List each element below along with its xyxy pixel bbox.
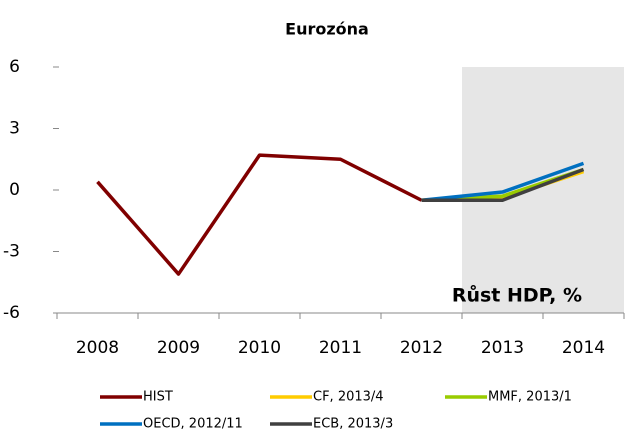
y-tick-label: -3 (3, 242, 20, 262)
series-line (421, 167, 585, 202)
legend-label: CF, 2013/4 (313, 390, 384, 405)
x-tick-label: 2010 (238, 338, 281, 358)
legend-label: HIST (143, 390, 173, 405)
x-tick-label: 2014 (562, 338, 605, 358)
y-tick-label: 3 (9, 119, 20, 139)
legend-label: MMF, 2013/1 (488, 390, 572, 405)
annotation: Růst HDP, % (452, 284, 582, 307)
x-tick-label: 2009 (157, 338, 200, 358)
x-tick-label: 2008 (76, 338, 119, 358)
forecast-shade (462, 67, 624, 313)
y-tick-label: 0 (9, 180, 20, 200)
y-tick-label: 6 (9, 57, 20, 77)
y-tick-label: -6 (3, 303, 20, 323)
series-line (421, 161, 585, 202)
x-tick-label: 2011 (319, 338, 362, 358)
series-line (96, 153, 423, 276)
legend-label: OECD, 2012/11 (143, 417, 243, 432)
legend: HIST CF, 2013/4 MMF, 2013/1 OECD, 2012/11 EC… (100, 390, 572, 432)
chart-title: Eurozóna (285, 20, 369, 39)
x-tick-label: 2013 (481, 338, 524, 358)
legend-label: ECB, 2013/3 (313, 417, 393, 432)
x-tick-label: 2012 (400, 338, 443, 358)
